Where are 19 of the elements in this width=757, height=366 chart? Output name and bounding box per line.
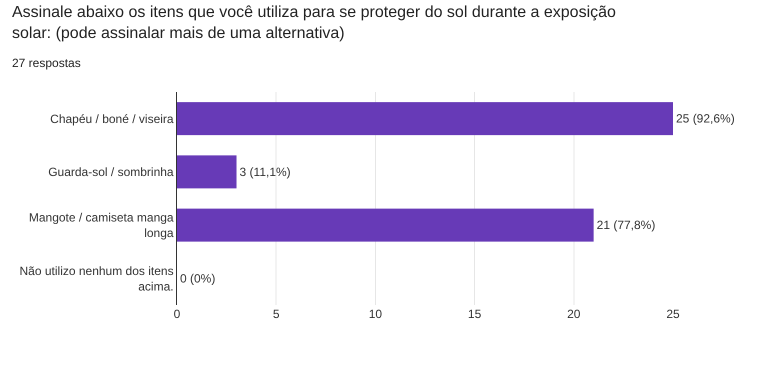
y-tick-label: Chapéu / boné / viseira bbox=[50, 112, 174, 126]
x-tick-label: 5 bbox=[272, 307, 280, 321]
x-tick-label: 25 bbox=[666, 307, 680, 321]
bar bbox=[177, 102, 673, 136]
y-tick-label: Mangote / camiseta manga longa bbox=[28, 210, 174, 240]
bar bbox=[177, 155, 237, 188]
x-tick-label: 10 bbox=[368, 307, 382, 321]
text: 27 respostas bbox=[12, 56, 81, 70]
x-tick-label: 20 bbox=[567, 307, 581, 321]
x-tick-label: 15 bbox=[468, 307, 482, 321]
x-tick-label: 0 bbox=[174, 307, 181, 321]
data-label: 21 (77,8%) bbox=[596, 218, 656, 232]
data-label: 3 (11,1%) bbox=[240, 164, 291, 179]
data-label: 25 (92,6%) bbox=[676, 112, 735, 126]
y-tick-label: Não utilizo nenhum dos itens acima. bbox=[20, 264, 174, 294]
chart-title: Assinale abaixo os itens que você utiliza para se proteger do sol durante a exposição solar: (pode assinalar mais de uma alternativa) bbox=[12, 4, 616, 42]
bar bbox=[177, 208, 594, 242]
y-tick-label: Guarda-sol / sombrinha bbox=[48, 165, 174, 180]
data-label: 0 (0%) bbox=[180, 271, 216, 286]
